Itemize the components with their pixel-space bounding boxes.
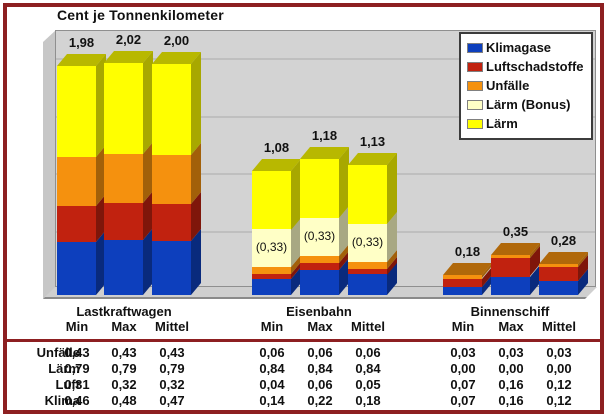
gridline [56, 115, 595, 118]
table-cell: 0,84 [259, 361, 285, 376]
table-cell: 0,43 [64, 345, 90, 360]
legend-item: Klimagase [467, 38, 585, 57]
legend-item: Lärm [467, 114, 585, 133]
table-cell: 0,43 [111, 345, 137, 360]
table-cell: 0,06 [259, 345, 285, 360]
axis-sub-label: Min [451, 319, 475, 334]
table-cell: 0,22 [307, 393, 333, 408]
axis-sub-label: Max [111, 319, 137, 334]
table-cell: 0,00 [546, 361, 572, 376]
plot-left-wall [43, 30, 56, 299]
table-row-label: Luft [55, 377, 80, 392]
legend-color-swatch [467, 99, 483, 110]
gridline [56, 230, 595, 233]
table-cell: 0,16 [498, 393, 524, 408]
axis-group-label: Binnenschiff [470, 304, 550, 319]
axis-group-label: Eisenbahn [286, 304, 352, 319]
axis-sub-label: Min [65, 319, 89, 334]
table-top-divider [7, 339, 600, 342]
legend-item: Lärm (Bonus) [467, 95, 585, 114]
table-cell: 0,79 [64, 361, 90, 376]
table-cell: 0,43 [159, 345, 185, 360]
table-cell: 0,84 [355, 361, 381, 376]
table-cell: 0,32 [111, 377, 137, 392]
table-cell: 0,07 [450, 377, 476, 392]
table-cell: 0,46 [64, 393, 90, 408]
axis-group-label: Lastkraftwagen [76, 304, 172, 319]
legend-color-swatch [467, 118, 483, 129]
axis-sub-label: Max [307, 319, 333, 334]
table-cell: 0,31 [64, 377, 90, 392]
legend-item: Luftschadstoffe [467, 57, 585, 76]
table-cell: 0,14 [259, 393, 285, 408]
legend-color-swatch [467, 42, 483, 53]
table-cell: 0,06 [355, 345, 381, 360]
axis-sub-label: Mittel [542, 319, 576, 334]
legend-item-label: Klimagase [486, 40, 552, 55]
axis-sub-label: Min [260, 319, 284, 334]
table-row-label: Klima [44, 393, 80, 408]
table-cell: 0,03 [498, 345, 524, 360]
table-cell: 0,32 [159, 377, 185, 392]
legend-item: Unfälle [467, 76, 585, 95]
legend-item-label: Lärm (Bonus) [486, 97, 571, 112]
chart-title: Cent je Tonnenkilometer [57, 7, 224, 23]
plot-floor [43, 287, 597, 299]
table-cell: 0,18 [355, 393, 381, 408]
table-row-label: Lärm [48, 361, 80, 376]
table-cell: 0,48 [111, 393, 137, 408]
table-cell: 0,79 [159, 361, 185, 376]
legend-item-label: Luftschadstoffe [486, 59, 584, 74]
table-cell: 0,00 [498, 361, 524, 376]
table-cell: 0,12 [546, 393, 572, 408]
table-cell: 0,06 [307, 377, 333, 392]
table-cell: 0,05 [355, 377, 381, 392]
table-cell: 0,12 [546, 377, 572, 392]
table-cell: 0,47 [159, 393, 185, 408]
table-cell: 0,03 [546, 345, 572, 360]
table-cell: 0,00 [450, 361, 476, 376]
table-cell: 0,16 [498, 377, 524, 392]
table-cell: 0,07 [450, 393, 476, 408]
table-cell: 0,06 [307, 345, 333, 360]
legend-color-swatch [467, 80, 483, 91]
axis-sub-label: Max [498, 319, 524, 334]
table-cell: 0,84 [307, 361, 333, 376]
gridline [56, 173, 595, 175]
axis-sub-label: Mittel [155, 319, 189, 334]
table-cell: 0,79 [111, 361, 137, 376]
gridline [56, 58, 595, 60]
legend-item-label: Unfälle [486, 78, 530, 93]
legend-item-label: Lärm [486, 116, 518, 131]
legend-color-swatch [467, 61, 483, 72]
table-cell: 0,04 [259, 377, 285, 392]
table-cell: 0,03 [450, 345, 476, 360]
legend: Klimagase Luftschadstoffe Unfälle Lärm (Bon… [459, 32, 593, 140]
axis-sub-label: Mittel [351, 319, 385, 334]
table-row-label: Unfälle [36, 345, 80, 360]
